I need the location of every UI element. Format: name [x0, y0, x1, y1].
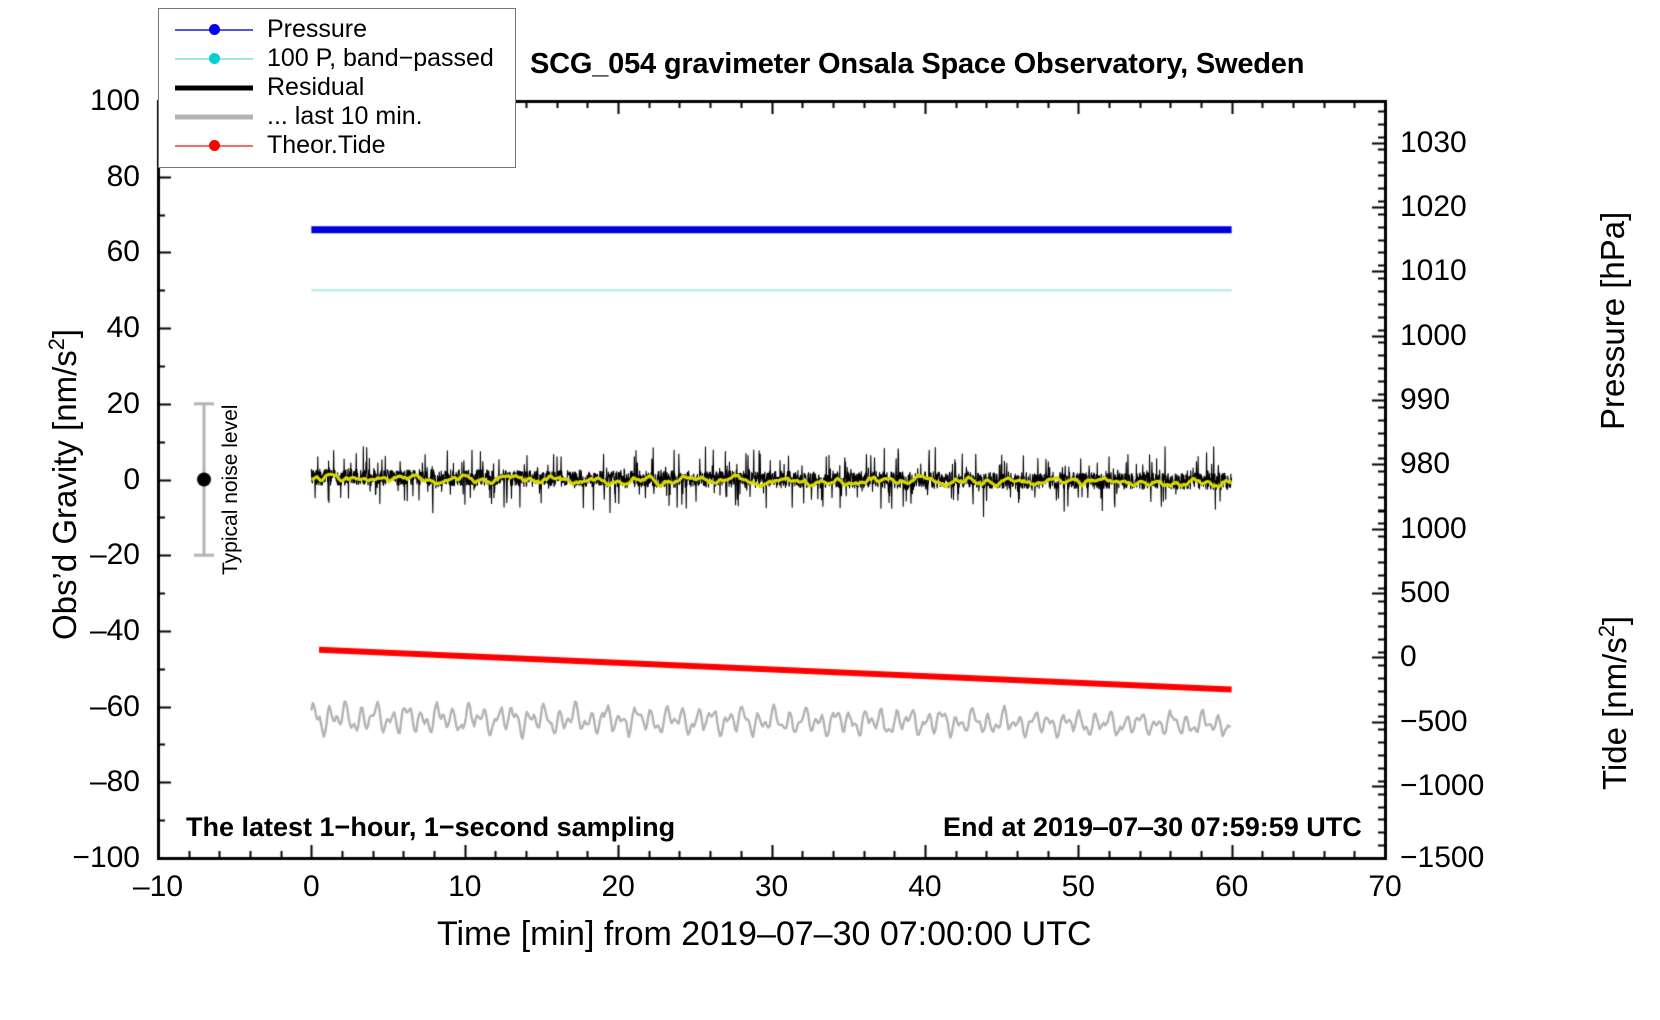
y-tick-left-80: 80 — [106, 159, 140, 193]
y-tick-tide-0: 0 — [1400, 640, 1417, 674]
chart-title: SCG_054 gravimeter Onsala Space Observat… — [530, 48, 1305, 80]
y-axis-right-tide-title-suffix: ] — [1596, 615, 1633, 626]
y-tick-pressure-1000: 1000 — [1400, 318, 1467, 352]
legend-swatch-2 — [171, 78, 257, 98]
y-axis-right-tide-title: Tide [nm/s2] — [1594, 616, 1634, 790]
y-tick-tide--1000: −1000 — [1400, 769, 1485, 803]
x-tick-40: 40 — [908, 870, 942, 903]
x-axis-title: Time [min] from 2019‒07‒30 07:00:00 UTC — [437, 915, 1092, 953]
x-tick--10: ‒10 — [132, 870, 184, 903]
legend-marker-icon — [208, 24, 220, 35]
legend-label-3: ... last 10 min. — [267, 102, 423, 130]
legend-swatch-0 — [171, 20, 257, 40]
y-tick-left-60: 60 — [106, 235, 140, 269]
y-tick-pressure-1010: 1010 — [1400, 254, 1467, 288]
y-tick-left--100: −100 — [72, 841, 140, 874]
note-end-time: End at 2019‒07‒30 07:59:59 UTC — [943, 812, 1362, 842]
legend-item-1[interactable]: 100 P, band−passed — [159, 44, 515, 73]
legend-line-icon — [175, 85, 253, 90]
legend-label-2: Residual — [267, 73, 365, 101]
legend-label-1: 100 P, band−passed — [267, 44, 494, 72]
y-tick-pressure-990: 990 — [1400, 383, 1451, 416]
legend-item-0[interactable]: Pressure — [159, 15, 515, 44]
legend-item-3[interactable]: ... last 10 min. — [159, 102, 515, 131]
y-tick-left--20: ‒20 — [89, 538, 140, 572]
legend-marker-icon — [208, 53, 220, 64]
y-tick-pressure-1020: 1020 — [1400, 189, 1467, 223]
y-tick-left-100: 100 — [89, 84, 140, 117]
legend-item-2[interactable]: Residual — [159, 73, 515, 102]
legend-swatch-4 — [171, 136, 257, 156]
y-tick-left--60: ‒60 — [89, 689, 140, 723]
x-tick-0: 0 — [303, 870, 320, 903]
y-tick-tide--1500: −1500 — [1400, 841, 1485, 874]
legend-line-icon — [175, 114, 253, 119]
y-tick-left--80: ‒80 — [89, 765, 140, 799]
legend-item-4[interactable]: Theor.Tide — [159, 131, 515, 160]
y-tick-tide--500: −500 — [1400, 704, 1468, 738]
y-tick-left--40: ‒40 — [89, 613, 140, 647]
legend-swatch-3 — [171, 107, 257, 127]
y-tick-left-20: 20 — [106, 386, 140, 420]
y-tick-left-40: 40 — [106, 311, 140, 345]
typical-noise-level-label: Typical noise level — [219, 404, 242, 575]
y-tick-left-0: 0 — [123, 462, 140, 496]
chart-legend: Pressure 100 P, band−passed Residual... la… — [158, 8, 516, 168]
x-tick-10: 10 — [448, 870, 482, 903]
legend-label-4: Theor.Tide — [267, 131, 386, 159]
y-tick-tide-1000: 1000 — [1400, 511, 1467, 545]
y-tick-pressure-980: 980 — [1400, 447, 1451, 481]
y-tick-tide-500: 500 — [1400, 576, 1451, 610]
x-tick-60: 60 — [1214, 870, 1249, 903]
y-axis-right-pressure-title: Pressure [hPa] — [1594, 211, 1631, 430]
y-tick-pressure-1030: 1030 — [1400, 125, 1467, 159]
x-tick-30: 30 — [754, 870, 789, 903]
legend-swatch-1 — [171, 49, 257, 69]
legend-label-0: Pressure — [267, 15, 368, 43]
x-tick-20: 20 — [601, 870, 635, 903]
y-axis-right-tide-title-exponent: 2 — [1594, 625, 1619, 638]
x-tick-50: 50 — [1061, 870, 1095, 903]
legend-marker-icon — [208, 140, 220, 151]
y-axis-right-tide-title-text: Tide [nm/s — [1596, 637, 1633, 790]
note-sampling: The latest 1−hour, 1−second sampling — [186, 812, 676, 842]
x-tick-70: 70 — [1368, 870, 1402, 903]
